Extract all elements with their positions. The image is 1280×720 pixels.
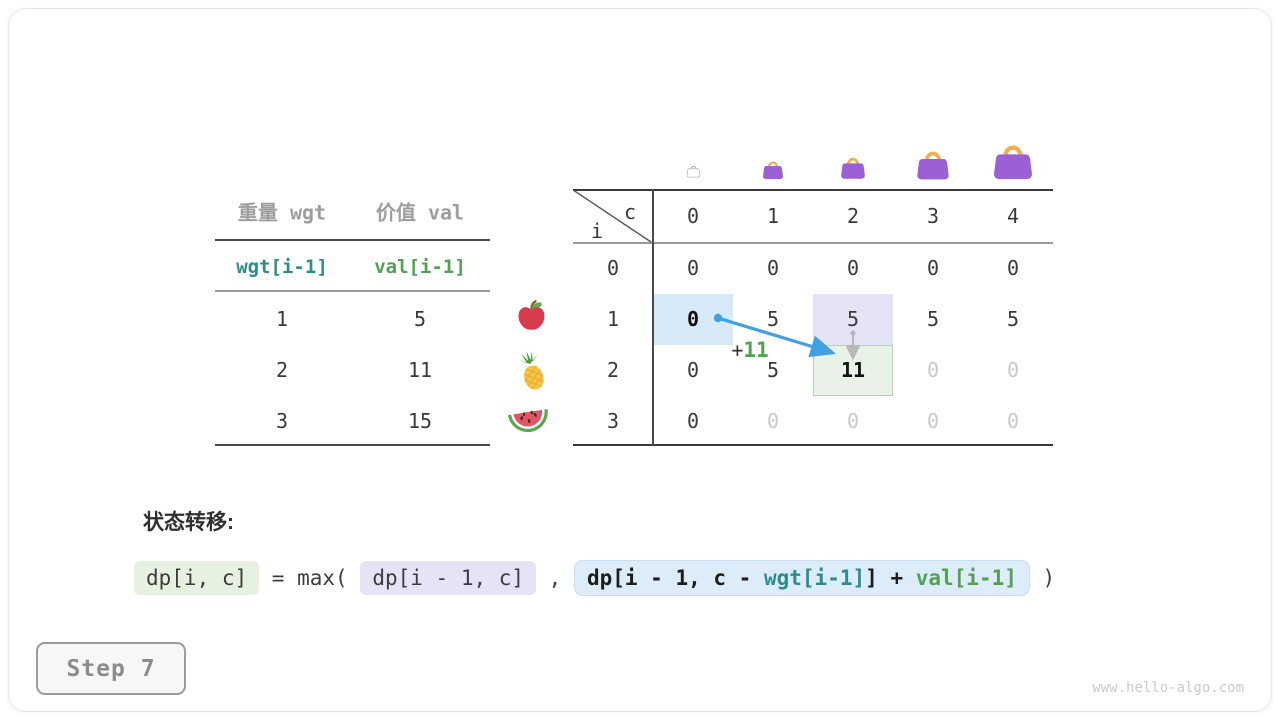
dp-table-rule-top (573, 189, 1053, 191)
dp-cell-2-4: 0 (1006, 357, 1020, 382)
transition-plus-sign: + (731, 338, 744, 362)
dp-corner-col-var: c (623, 200, 637, 224)
dp-cell-3-0: 0 (686, 408, 700, 433)
dp-cell-1-4: 5 (1006, 307, 1020, 332)
formula-lhs-chip: dp[i, c] (134, 561, 260, 595)
formula-close-paren: ) (1029, 566, 1056, 590)
formula-comma: , (536, 566, 574, 590)
dp-row-header-1: 1 (606, 307, 620, 332)
pineapple-icon (514, 350, 550, 392)
transition-add-value: 11 (743, 338, 769, 362)
bag-medium-icon (839, 155, 867, 180)
state-transition-label: 状态转移: (143, 511, 234, 534)
bag-large-icon (914, 148, 952, 181)
dp-corner-row-var: i (590, 219, 604, 243)
dp-cell-1-3: 5 (926, 307, 940, 332)
item-1-value: 5 (413, 307, 427, 331)
dp-cell-3-4: 0 (1006, 408, 1020, 433)
dp-cell-3-1: 0 (766, 408, 780, 433)
item-3-value: 15 (407, 409, 433, 433)
items-table-rule-top (215, 239, 490, 241)
dp-cell-1-0: 0 (686, 307, 700, 332)
formula-arg1-chip: dp[i - 1, c] (360, 561, 537, 595)
dp-cell-0-0: 0 (686, 256, 700, 281)
dp-row-header-3: 3 (606, 408, 620, 433)
dp-table-rule-header (573, 242, 1053, 244)
items-table-rule-bottom (215, 444, 490, 446)
transition-add-label: +11 (731, 338, 768, 362)
formula-arg2-plus: + (877, 566, 916, 590)
dp-row-header-2: 2 (606, 357, 620, 382)
items-index-val: val[i-1] (374, 256, 466, 278)
dp-cell-2-1: 5 (766, 357, 780, 382)
items-col-header-weight: 重量 wgt (237, 200, 327, 225)
dp-cell-1-2: 5 (846, 307, 860, 332)
watermark: www.hello-algo.com (1092, 680, 1244, 696)
bag-empty-icon (686, 164, 701, 178)
dp-table-rule-bottom (573, 444, 1053, 446)
formula-arg2-chip: dp[i - 1, c - wgt[i-1]] + val[i-1] (573, 560, 1030, 596)
dp-col-header-1: 1 (766, 204, 780, 228)
state-transition-formula: dp[i, c] = max( dp[i - 1, c] , dp[i - 1,… (134, 560, 1055, 596)
item-2-value: 11 (407, 358, 433, 382)
items-index-wgt: wgt[i-1] (236, 256, 328, 278)
formula-arg2-bracket: ] (865, 566, 878, 590)
dp-cell-3-3: 0 (926, 408, 940, 433)
dp-cell-2-3: 0 (926, 357, 940, 382)
dp-col-header-0: 0 (686, 204, 700, 228)
formula-arg2-prefix: dp[i - 1, c - (586, 566, 764, 590)
dp-cell-0-1: 0 (766, 256, 780, 281)
dp-row-headers: 0 1 2 3 (573, 243, 653, 446)
bag-xlarge-icon (990, 141, 1036, 181)
dp-cell-2-0: 0 (686, 357, 700, 382)
watermelon-icon (507, 404, 550, 436)
step-badge: Step 7 (36, 642, 186, 695)
dp-col-headers: 0 1 2 3 4 (653, 190, 1053, 242)
item-2-weight: 2 (275, 358, 289, 382)
apple-icon (515, 299, 548, 333)
item-3-weight: 3 (275, 409, 289, 433)
dp-cell-2-2: 11 (840, 357, 866, 382)
dp-col-header-2: 2 (846, 204, 860, 228)
dp-row-header-0: 0 (606, 256, 620, 281)
items-col-header-value: 价值 val (375, 200, 465, 225)
items-table-rule-mid (215, 290, 490, 292)
dp-col-header-4: 4 (1006, 204, 1020, 228)
dp-cell-0-2: 0 (846, 256, 860, 281)
formula-arg2-wgt: wgt[i-1] (763, 566, 866, 590)
dp-cell-0-4: 0 (1006, 256, 1020, 281)
dp-cell-1-1: 5 (766, 307, 780, 332)
dp-table-rule-vertical (652, 189, 654, 446)
dp-cell-3-2: 0 (846, 408, 860, 433)
bag-small-icon (761, 159, 785, 180)
formula-eq-max: = max( (259, 566, 361, 590)
dp-cells: 0 0 0 0 0 0 5 5 5 5 0 5 11 0 0 0 0 0 0 0 (653, 243, 1053, 446)
formula-arg2-val: val[i-1] (915, 566, 1017, 590)
dp-cell-0-3: 0 (926, 256, 940, 281)
dp-col-header-3: 3 (926, 204, 940, 228)
item-1-weight: 1 (275, 307, 289, 331)
